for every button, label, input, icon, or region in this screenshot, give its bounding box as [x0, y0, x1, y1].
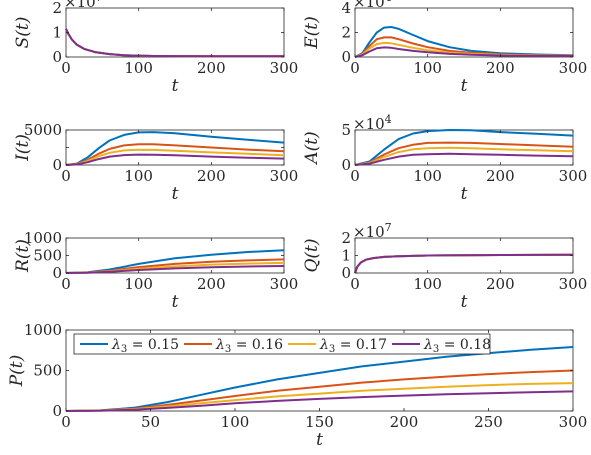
series-line-3 — [354, 146, 574, 166]
subplot-4: 0 100 200 300 0 5 ×104 t A(t) — [302, 113, 587, 204]
x-tick-label: 100 — [413, 167, 442, 185]
x-tick-label: 300 — [270, 275, 299, 293]
y-axis-label: E(t) — [302, 16, 322, 50]
x-tick-label: 200 — [197, 59, 226, 77]
series-line-4 — [354, 152, 574, 166]
x-axis-label: t — [316, 430, 323, 450]
x-tick-label: 0 — [61, 59, 71, 77]
x-tick-label: 200 — [197, 275, 226, 293]
legend: λ3 = 0.15 λ3 = 0.16 λ3 = 0.17 λ3 = 0.18 — [73, 333, 491, 355]
y-tick-label: 0 — [52, 264, 62, 282]
series-line-1 — [65, 131, 285, 166]
x-tick-label: 100 — [413, 59, 442, 77]
axes-box — [65, 7, 285, 58]
subplot-7: 0 50 100 150 200 250 300 0 500 1000 t P(t) λ3 = 0.15… — [7, 321, 587, 450]
x-tick-label: 300 — [559, 59, 588, 77]
x-tick-label: 100 — [124, 59, 153, 77]
x-tick-label: 100 — [124, 275, 153, 293]
x-tick-label: 300 — [559, 167, 588, 185]
subplot-3: 0 100 200 300 0 5000 t I(t) — [13, 121, 298, 204]
x-tick-label: 200 — [486, 59, 515, 77]
x-tick-label: 200 — [197, 167, 226, 185]
legend-box — [73, 333, 491, 355]
x-axis-label: t — [461, 292, 468, 312]
x-tick-label: 200 — [390, 413, 419, 431]
x-tick-label: 150 — [305, 413, 334, 431]
axis-exponent-label: ×104 — [353, 0, 392, 11]
y-tick-label: 4 — [341, 0, 351, 17]
series-line-4 — [65, 265, 285, 274]
x-tick-label: 0 — [61, 413, 71, 431]
y-tick-label: 500 — [33, 362, 62, 380]
x-tick-label: 300 — [559, 275, 588, 293]
y-tick-label: 0 — [341, 48, 351, 66]
x-tick-label: 0 — [350, 167, 360, 185]
y-tick-label: 2 — [341, 24, 351, 42]
x-tick-label: 0 — [350, 275, 360, 293]
x-tick-label: 50 — [141, 413, 160, 431]
legend-label-1: λ3 = 0.15 — [111, 337, 179, 355]
series-line-4 — [65, 153, 285, 166]
x-tick-label: 200 — [486, 167, 515, 185]
series-line-4 — [65, 28, 284, 58]
x-tick-label: 300 — [270, 167, 299, 185]
y-tick-label: 5000 — [24, 121, 62, 139]
y-tick-label: 0 — [52, 402, 62, 420]
axis-exponent-label: ×107 — [353, 221, 392, 241]
x-tick-label: 300 — [559, 413, 588, 431]
y-tick-label: 500 — [33, 247, 62, 265]
x-tick-label: 100 — [124, 167, 153, 185]
x-axis-label: t — [172, 292, 179, 312]
y-axis-label: P(t) — [7, 355, 27, 388]
x-tick-label: 0 — [61, 275, 71, 293]
series-line-4 — [65, 390, 574, 412]
axis-exponent-label: ×107 — [64, 0, 103, 11]
y-tick-label: 1 — [341, 247, 351, 265]
y-axis-label: A(t) — [302, 131, 322, 165]
y-axis-label: I(t) — [13, 134, 33, 162]
x-tick-label: 0 — [61, 167, 71, 185]
series-line-1 — [354, 26, 574, 58]
x-tick-label: 250 — [474, 413, 503, 431]
y-axis-label: Q(t) — [302, 238, 322, 272]
axis-exponent-label: ×104 — [353, 113, 392, 133]
x-tick-label: 0 — [350, 59, 360, 77]
series-line-2 — [354, 141, 574, 166]
legend-label-2: λ3 = 0.16 — [215, 337, 283, 355]
y-tick-label: 0 — [341, 156, 351, 174]
x-tick-label: 200 — [486, 275, 515, 293]
x-tick-label: 100 — [413, 275, 442, 293]
y-axis-label: S(t) — [13, 17, 33, 49]
y-tick-label: 1 — [52, 24, 62, 42]
legend-label-3: λ3 = 0.17 — [319, 337, 387, 355]
y-tick-label: 0 — [52, 48, 62, 66]
x-axis-label: t — [461, 184, 468, 204]
x-axis-label: t — [172, 76, 179, 96]
x-tick-label: 100 — [221, 413, 250, 431]
series-line-4 — [354, 253, 574, 274]
subplot-2: 0 100 200 300 0 2 4×104 t E(t) — [302, 0, 587, 96]
y-tick-label: 2 — [52, 0, 62, 17]
series-line-4 — [354, 46, 574, 58]
x-tick-label: 300 — [270, 59, 299, 77]
series-line-3 — [65, 148, 285, 166]
y-axis-label: R(t) — [13, 239, 33, 273]
x-axis-label: t — [172, 184, 179, 204]
y-tick-label: 1000 — [24, 321, 62, 339]
legend-label-4: λ3 = 0.18 — [423, 337, 491, 355]
y-tick-label: 1000 — [24, 229, 62, 247]
y-tick-label: 5 — [341, 121, 351, 139]
y-tick-label: 2 — [341, 229, 351, 247]
subplot-1: 0 100 200 300 0 1 2×107 t S(t) — [13, 0, 298, 96]
y-tick-label: 0 — [341, 264, 351, 282]
y-tick-label: 0 — [52, 156, 62, 174]
x-axis-label: t — [461, 76, 468, 96]
